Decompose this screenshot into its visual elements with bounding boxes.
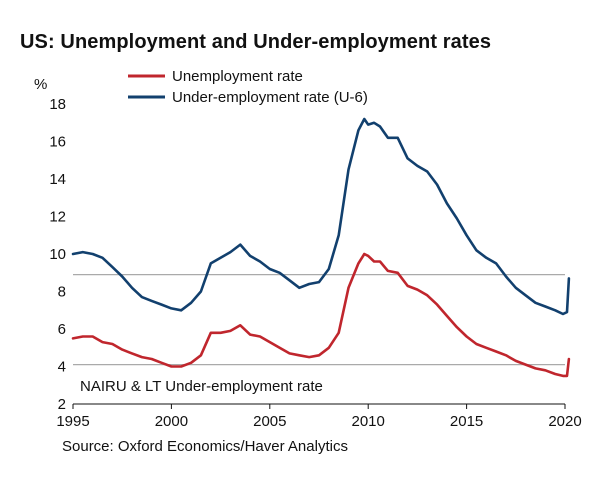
x-tick-label-2005: 2005 xyxy=(253,413,286,430)
y-tick-label-4: 4 xyxy=(58,359,66,376)
y-tick-label-10: 10 xyxy=(49,246,66,263)
x-tick-label-2000: 2000 xyxy=(155,413,188,430)
x-tick-label-2015: 2015 xyxy=(450,413,483,430)
y-tick-label-2: 2 xyxy=(58,396,66,413)
series-line-unemployment xyxy=(71,252,571,378)
y-axis-unit-label: % xyxy=(34,76,47,93)
x-tick-label-2010: 2010 xyxy=(352,413,385,430)
y-tick-label-16: 16 xyxy=(49,134,66,151)
chart-title: US: Unemployment and Under-employment ra… xyxy=(20,31,492,53)
x-tick-label-2020: 2020 xyxy=(548,413,581,430)
y-tick-label-18: 18 xyxy=(49,96,66,113)
y-tick-label-14: 14 xyxy=(49,171,66,188)
y-tick-label-8: 8 xyxy=(58,284,66,301)
source-note: Source: Oxford Economics/Haver Analytics xyxy=(62,438,348,455)
reference-lines-annotation: NAIRU & LT Under-employment rate xyxy=(80,378,323,395)
legend-label-unemployment: Unemployment rate xyxy=(172,68,303,85)
y-tick-label-6: 6 xyxy=(58,321,66,338)
y-tick-label-12: 12 xyxy=(49,209,66,226)
x-tick-label-1995: 1995 xyxy=(56,413,89,430)
legend-label-underemployment: Under-employment rate (U-6) xyxy=(172,89,368,106)
series-line-underemployment xyxy=(71,117,571,316)
